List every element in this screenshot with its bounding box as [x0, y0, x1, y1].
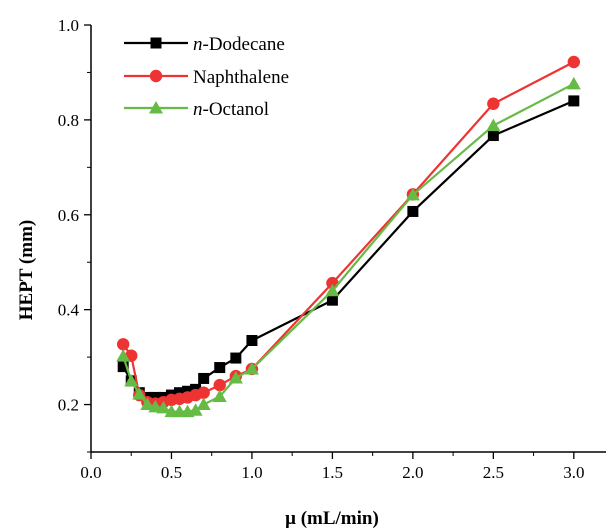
legend-prefix: n: [193, 34, 203, 55]
x-tick-label: 2.0: [402, 463, 423, 482]
data-point: [230, 352, 242, 364]
y-tick-label: 0.2: [58, 396, 79, 415]
data-point: [486, 118, 501, 132]
data-point: [198, 372, 210, 384]
data-point: [568, 95, 580, 107]
x-tick-label: 1.5: [322, 463, 343, 482]
data-point: [487, 130, 499, 142]
data-point: [212, 389, 227, 402]
y-tick-label: 0.8: [58, 111, 79, 130]
legend-name: Naphthalene: [193, 67, 289, 88]
legend-marker: [150, 37, 162, 49]
legend-entry: n-Octanol: [124, 99, 269, 120]
legend-label: n-Dodecane: [193, 34, 285, 55]
series-octanol: [116, 76, 581, 418]
data-point: [124, 373, 139, 387]
series-line: [122, 61, 575, 405]
legend-entry: Naphthalene: [124, 67, 289, 88]
legend-hyphen: -: [203, 34, 209, 55]
data-point: [197, 386, 210, 399]
legend-marker: [149, 69, 163, 83]
x-tick-label: 1.0: [241, 463, 262, 482]
y-tick-label: 0.6: [58, 206, 79, 225]
data-point: [325, 283, 340, 297]
x-axis-label: μ (mL/min): [285, 508, 379, 529]
series-layer: [116, 55, 581, 418]
data-point: [116, 338, 130, 351]
series-line: [122, 99, 575, 399]
legend-prefix: n: [193, 99, 203, 120]
data-point: [405, 187, 420, 201]
legend-name: Dodecane: [209, 34, 285, 55]
data-point: [156, 400, 171, 414]
legend-label: n-Octanol: [193, 99, 269, 120]
data-point: [407, 205, 419, 217]
data-point: [228, 370, 243, 384]
x-tick-label: 2.5: [483, 463, 504, 482]
data-point: [116, 349, 131, 362]
data-point: [188, 403, 203, 416]
y-axis-label: HEPT (mm): [16, 220, 37, 320]
y-tick-label: 0.4: [58, 301, 80, 320]
data-point: [196, 397, 211, 411]
data-point: [244, 361, 259, 375]
x-tick-label: 0.0: [80, 463, 101, 482]
legend-marker: [149, 101, 163, 114]
x-tick-label: 3.0: [563, 463, 584, 482]
data-point: [487, 97, 500, 110]
data-point: [326, 294, 338, 306]
legend-name: Octanol: [209, 99, 269, 120]
data-point: [567, 55, 581, 69]
legend-hyphen: -: [203, 99, 209, 120]
data-point: [214, 362, 226, 374]
y-tick-label: 1.0: [58, 16, 79, 35]
x-tick-label: 0.5: [161, 463, 182, 482]
data-point: [132, 387, 147, 400]
legend-entry: n-Dodecane: [124, 34, 285, 55]
axes: 0.0 0.5 1.0 1.5 2.0 2.5 3.0 0.2 0.4 0.6 0.8 1.0: [58, 16, 606, 482]
series-line: [122, 82, 575, 413]
data-point: [246, 335, 258, 347]
data-point: [566, 76, 581, 90]
data-point: [213, 378, 226, 392]
series-dodecane: [117, 95, 580, 403]
legend-label: Naphthalene: [193, 67, 289, 88]
data-point: [117, 361, 129, 373]
data-point: [140, 397, 155, 411]
